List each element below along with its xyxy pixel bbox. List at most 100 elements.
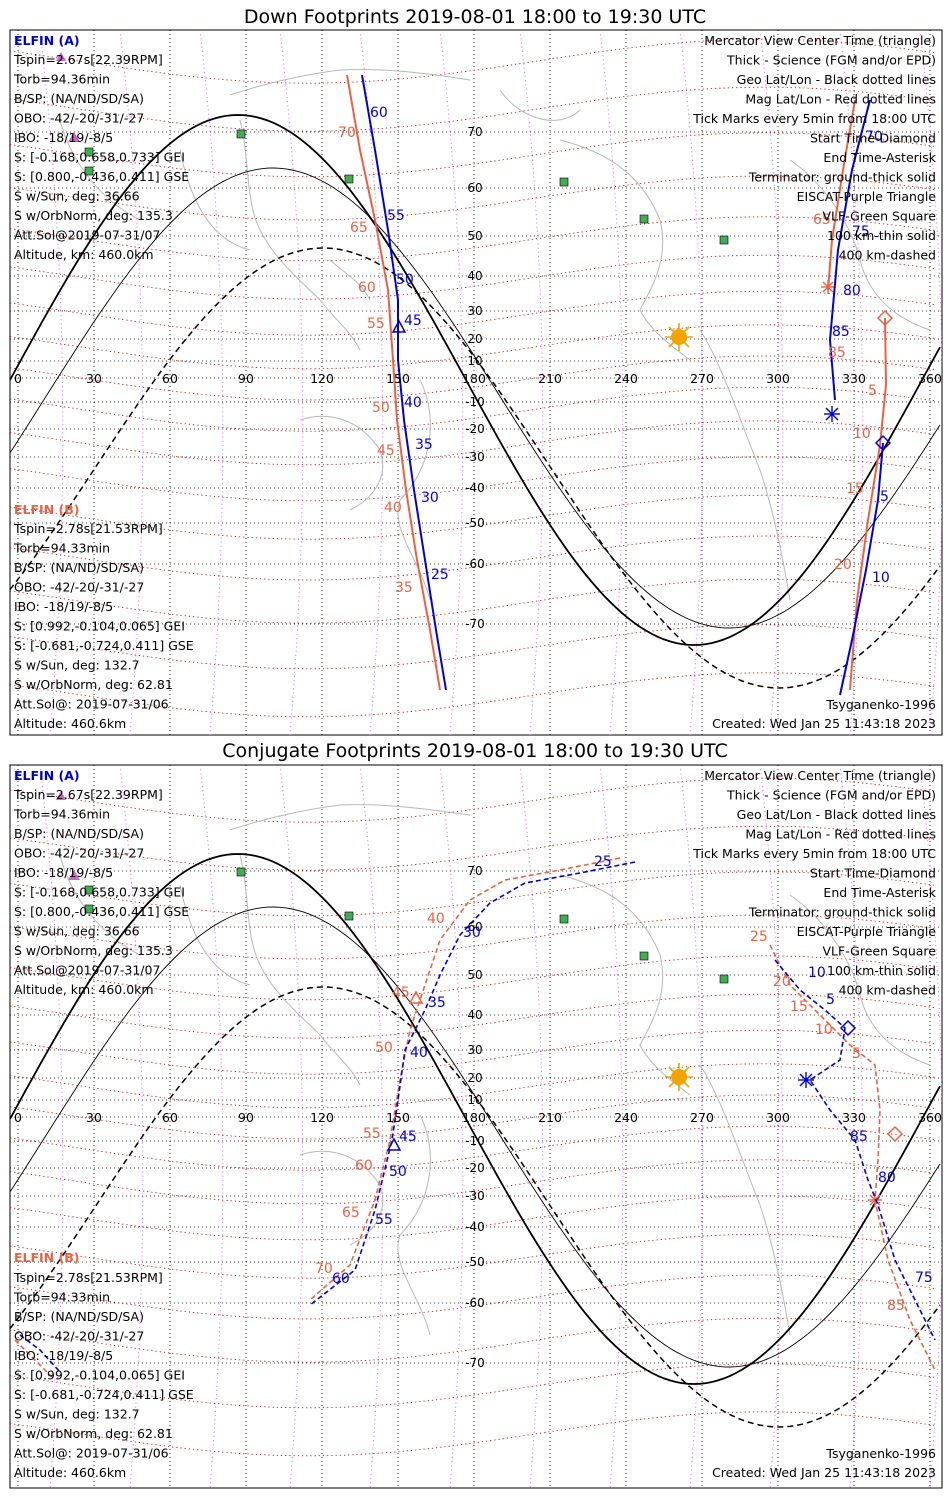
legend-line: VLF-Green Square [822, 209, 936, 224]
info-line: Att.Sol@: 2019-07-31/06 [14, 1446, 169, 1461]
lon-tick-label: 300 [766, 371, 790, 386]
down-elfin-a-track [361, 74, 892, 696]
conjugate-legend: Mercator View Center Time (triangle) Thic… [692, 768, 937, 998]
info-line: Torb=94.33min [13, 541, 110, 556]
mag-lat-line [10, 1363, 935, 1409]
info-line: IBO: -18/19/-8/5 [14, 599, 113, 614]
elfin-a-tick-label: 25 [594, 854, 612, 870]
lon-tick-label: 30 [86, 371, 102, 386]
vlf-station-icon [84, 147, 94, 157]
elfin-b-header: ELFIN (B) [14, 502, 79, 517]
elfin-b-end-asterisk-icon [868, 1193, 882, 1207]
info-line: B/SP: (NA/ND/SD/SA) [14, 91, 144, 106]
elfin-a-tick-label: 85 [850, 1129, 868, 1145]
legend-line: Mercator View Center Time (triangle) [704, 33, 936, 48]
lon-tick-label: 120 [310, 371, 334, 386]
elfin-b-end-asterisk-icon [821, 280, 835, 294]
mag-lat-line [10, 1195, 935, 1241]
info-line: B/SP: (NA/ND/SD/SA) [14, 826, 144, 841]
mag-lon-line [279, 765, 304, 1488]
elfin-b-tick-label: 40 [427, 911, 445, 927]
elfin-a-end-asterisk-icon [798, 1072, 814, 1088]
legend-line: Thick - Science (FGM and/or EPD) [726, 53, 936, 68]
elfin-b-tick-label: 50 [375, 1040, 393, 1056]
mag-lon-line [199, 765, 224, 1488]
elfin-a-tick-label: 60 [332, 1271, 350, 1287]
legend-line: Thick - Science (FGM and/or EPD) [726, 788, 936, 803]
mag-lat-line [10, 1274, 935, 1320]
info-line: S w/OrbNorm, deg: 135.3 [14, 943, 173, 958]
elfin-b-tick-label: 25 [750, 929, 768, 945]
vlf-station-icon [719, 974, 729, 984]
mag-lat-line [10, 993, 935, 1039]
mag-lat-line [10, 914, 935, 960]
elfin-a-tick-label: 5 [880, 489, 889, 505]
info-line: S: [0.992,-0.104,0.065] GEI [14, 1368, 185, 1383]
info-line: S: [0.800,-0.436,0.411] GSE [14, 169, 189, 184]
lat-tick-label: -20 [465, 1161, 485, 1175]
mag-lat-line [10, 175, 935, 221]
mag-lat-line [10, 578, 935, 624]
mag-lat-line [10, 1063, 935, 1109]
elfin-b-header: ELFIN (B) [14, 1250, 79, 1265]
elfin-b-tick-label: 70 [315, 1261, 333, 1277]
down-terminator [10, 114, 941, 689]
mag-lat-line [10, 456, 935, 502]
conjugate-terminator [10, 853, 941, 1428]
elfin-b-tick-label: 35 [395, 580, 413, 596]
info-line: B/SP: (NA/ND/SD/SA) [14, 1309, 144, 1324]
lon-tick-label: 60 [162, 1110, 178, 1125]
info-line: S: [-0.168,0.658,0.733] GEI [14, 150, 185, 165]
elfin-b-tick-label: 45 [392, 985, 410, 1001]
info-line: Att.Sol@2019-07-31/07 [14, 963, 160, 978]
lat-tick-label: 10 [467, 1093, 482, 1107]
mag-lat-line [10, 1029, 935, 1075]
lat-tick-label: -40 [465, 481, 485, 495]
info-line: Torb=94.36min [13, 72, 110, 87]
lat-tick-label: -10 [465, 395, 485, 409]
info-line: S w/Sun, deg: 36.66 [14, 189, 140, 204]
elfin-a-end-asterisk-icon [824, 406, 840, 422]
conjugate-mag-grid [10, 765, 942, 1488]
elfin-a-tick-label: 60 [370, 105, 388, 121]
elfin-b-start-diamond-icon [886, 1125, 904, 1143]
info-line: Att.Sol@2019-07-31/07 [14, 228, 160, 243]
info-line: IBO: -18/19/-8/5 [14, 865, 113, 880]
elfin-a-header: ELFIN (A) [14, 768, 80, 783]
elfin-b-tick-label: 70 [338, 125, 356, 141]
info-line: OBO: -42/-20/-31/-27 [14, 111, 144, 126]
elfin-a-tick-label: 10 [808, 965, 826, 981]
legend-line: Mag Lat/Lon - Red dotted lines [745, 92, 936, 107]
legend-line: Geo Lat/Lon - Black dotted lines [737, 72, 936, 87]
elfin-a-tick-label: 25 [431, 567, 449, 583]
lat-tick-label: -60 [465, 557, 485, 571]
mag-lat-line [10, 86, 935, 132]
mag-lon-line [919, 765, 942, 1488]
elfin-b-tick-label: 40 [384, 500, 402, 516]
down-geo-grid [10, 30, 942, 735]
info-line: Att.Sol@: 2019-07-31/06 [14, 697, 169, 712]
vlf-station-icon [84, 166, 94, 176]
legend-line: Tick Marks every 5min from 18:00 UTC [692, 846, 936, 861]
conjugate-eiscat [56, 791, 80, 880]
conjugate-geo-grid [10, 765, 942, 1488]
info-line: S: [-0.681,-0.724,0.411] GSE [14, 1387, 194, 1402]
conjugate-elfin-a-track [19, 861, 936, 1373]
legend-line: EISCAT-Purple Triangle [797, 924, 937, 939]
elfin-b-tick-label: 15 [846, 481, 864, 497]
lat-tick-label: 70 [467, 864, 482, 878]
info-line: S: [0.800,-0.436,0.411] GSE [14, 904, 189, 919]
lat-tick-label: 10 [467, 354, 482, 368]
info-line: IBO: -18/19/-8/5 [14, 130, 113, 145]
down-eiscat [56, 52, 80, 142]
lon-tick-label: 150 [386, 1110, 410, 1125]
mag-lat-line [10, 132, 935, 178]
info-line: S: [-0.168,0.658,0.733] GEI [14, 885, 185, 900]
legend-line: EISCAT-Purple Triangle [797, 189, 937, 204]
elfin-a-tick-label: 35 [415, 437, 433, 453]
elfin-b-tick-label: 55 [363, 1126, 381, 1142]
conjugate-lat-ticks: 70 60 50 40 30 20 10 -10 -20 -30 -40 -50 -60 -70 [465, 864, 485, 1370]
mag-lat-line [10, 1159, 935, 1205]
lat-tick-label: 30 [467, 304, 482, 318]
